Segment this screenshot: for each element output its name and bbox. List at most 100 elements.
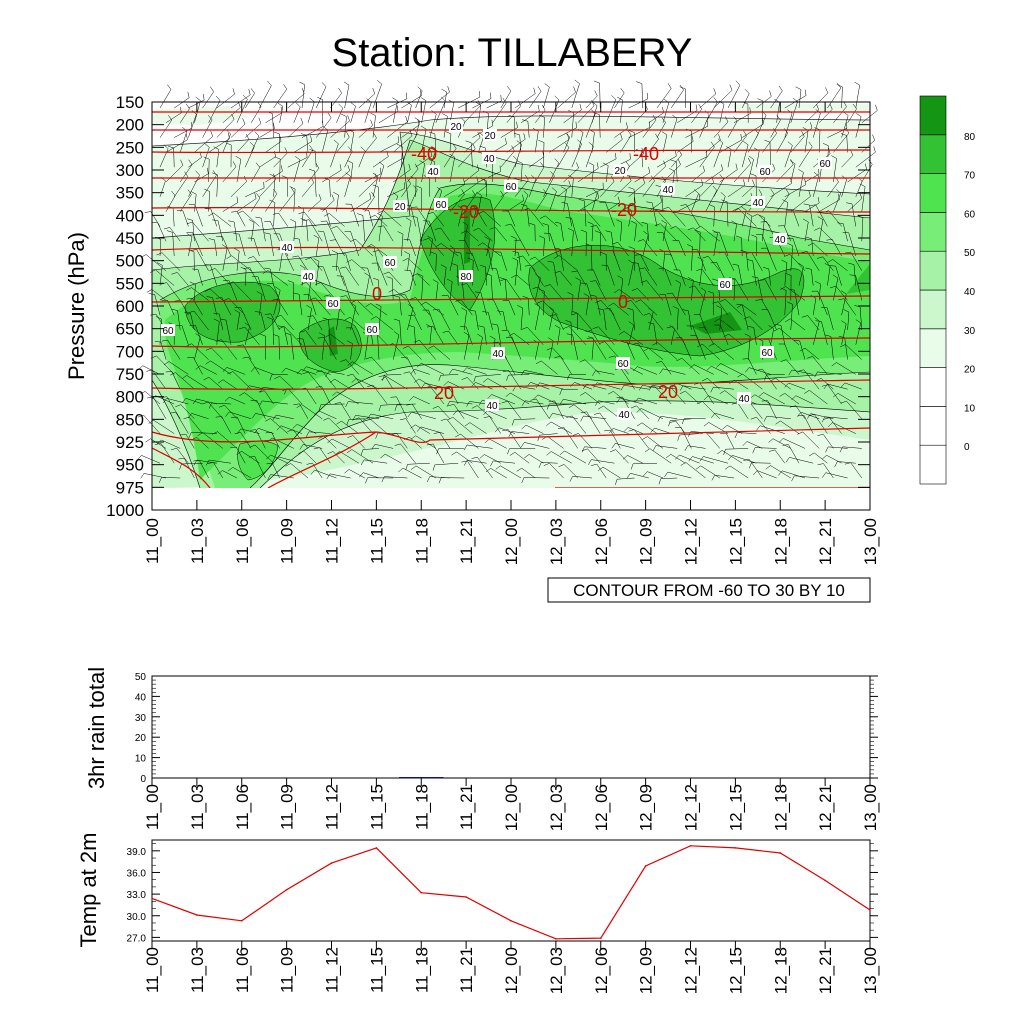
wind-barb bbox=[628, 246, 635, 271]
rh-contour-label-bg bbox=[613, 164, 627, 176]
wind-barb bbox=[659, 293, 672, 316]
wind-barb bbox=[315, 282, 337, 301]
rh-contour-label-text: 60 bbox=[162, 326, 174, 337]
pressure-tick-label: 250 bbox=[116, 138, 144, 157]
wind-barb bbox=[695, 465, 720, 479]
wind-barb bbox=[362, 417, 388, 434]
wind-barb bbox=[392, 331, 400, 360]
wind-barb bbox=[259, 122, 275, 138]
wind-barb bbox=[711, 412, 735, 420]
wind-barb bbox=[776, 159, 794, 183]
wind-barb bbox=[675, 427, 692, 449]
time-axis-ticks: 11_00 11_03 11_06 11_09 11_12 11_15 11_18 11_21… bbox=[143, 102, 880, 565]
temperature-point bbox=[555, 938, 557, 940]
wind-barb bbox=[466, 252, 479, 271]
wind-barb bbox=[329, 239, 345, 257]
wind-barb bbox=[377, 225, 394, 242]
rh-contour-label-text: 40 bbox=[752, 198, 764, 209]
wind-barb bbox=[346, 327, 360, 345]
wind-barb bbox=[231, 211, 246, 227]
wind-barb bbox=[605, 95, 617, 123]
time-tick-label: 11_12 bbox=[323, 518, 342, 564]
wind-barb bbox=[796, 411, 820, 420]
wind-barb bbox=[656, 117, 666, 138]
wind-barb bbox=[189, 325, 203, 345]
rain-time-label: 11_00 bbox=[143, 784, 162, 830]
wind-barb bbox=[475, 101, 482, 123]
wind-barb bbox=[781, 259, 788, 286]
wind-barb bbox=[789, 160, 796, 183]
wind-barb bbox=[237, 428, 260, 434]
wind-barb bbox=[329, 378, 351, 390]
wind-barb bbox=[844, 251, 863, 271]
wind-barb bbox=[401, 89, 422, 109]
wind-barb bbox=[681, 418, 706, 425]
temperature-tick-label: 30.0 bbox=[127, 912, 147, 923]
wind-barb bbox=[227, 466, 252, 479]
wind-barb bbox=[233, 233, 246, 257]
wind-barb bbox=[332, 391, 359, 405]
temperature-contour-label: 0 bbox=[372, 284, 382, 304]
wind-barb bbox=[175, 404, 195, 419]
wind-barb bbox=[509, 451, 530, 464]
wind-barb bbox=[529, 150, 545, 168]
rh-contour-label: 60 bbox=[760, 346, 774, 359]
wind-barb bbox=[854, 81, 860, 109]
wind-barb bbox=[787, 242, 794, 271]
wind-barb bbox=[309, 149, 317, 168]
wind-barb bbox=[768, 325, 774, 345]
wind-barb bbox=[410, 369, 430, 375]
temperature-point bbox=[330, 862, 333, 864]
wind-barb bbox=[593, 382, 621, 390]
wind-barb bbox=[747, 155, 754, 183]
wind-barb bbox=[699, 287, 706, 316]
rh-contour-label-text: 20 bbox=[394, 202, 406, 213]
wind-barb bbox=[302, 366, 331, 375]
wind-barb bbox=[394, 443, 416, 464]
wind-barb bbox=[340, 295, 360, 316]
wind-barb bbox=[169, 411, 189, 434]
wind-barb bbox=[548, 400, 564, 419]
wind-barb bbox=[821, 416, 848, 423]
wind-barb bbox=[269, 173, 276, 197]
wind-barb bbox=[254, 311, 266, 331]
wind-barb bbox=[514, 239, 530, 257]
wind-barb bbox=[775, 420, 800, 434]
wind-barb bbox=[423, 238, 445, 257]
wind-barb bbox=[433, 432, 451, 449]
wind-barb bbox=[442, 330, 459, 345]
wind-barb bbox=[443, 143, 457, 168]
wind-barb bbox=[819, 103, 833, 123]
wind-barb bbox=[710, 386, 735, 393]
wind-barb bbox=[656, 83, 672, 109]
wind-barb bbox=[559, 388, 578, 395]
wind-barb bbox=[461, 307, 467, 331]
wind-barb bbox=[427, 235, 433, 257]
wind-barb bbox=[741, 206, 747, 227]
wind-barb bbox=[492, 98, 507, 123]
wind-barb bbox=[502, 299, 516, 316]
wind-barb bbox=[476, 191, 482, 212]
wind-barb bbox=[817, 433, 834, 449]
wind-barb bbox=[460, 283, 479, 301]
wind-barb bbox=[273, 334, 280, 360]
wind-barb bbox=[298, 450, 317, 464]
wind-barb bbox=[585, 90, 598, 109]
wind-barb bbox=[610, 449, 629, 464]
wind-barb bbox=[271, 298, 289, 316]
rh-contour-label-text: 60 bbox=[719, 280, 731, 291]
wind-barb bbox=[215, 297, 232, 316]
wind-barb bbox=[346, 449, 374, 464]
wind-barb bbox=[642, 230, 649, 257]
temperature-axis-label: Temp at 2m bbox=[76, 833, 101, 948]
wind-barb bbox=[753, 470, 777, 479]
wind-barb bbox=[832, 274, 839, 301]
wind-barbs bbox=[137, 79, 878, 485]
wind-barb bbox=[763, 415, 791, 422]
wind-barb bbox=[265, 106, 283, 124]
wind-barb bbox=[205, 459, 232, 466]
rain-time-axis-ticks: 11_00 11_03 11_06 11_09 11_12 11_15 11_18 11_21… bbox=[143, 778, 880, 831]
wind-barb bbox=[301, 177, 315, 197]
temperature-time-label: 12_21 bbox=[816, 947, 835, 994]
wind-barb bbox=[300, 282, 323, 301]
